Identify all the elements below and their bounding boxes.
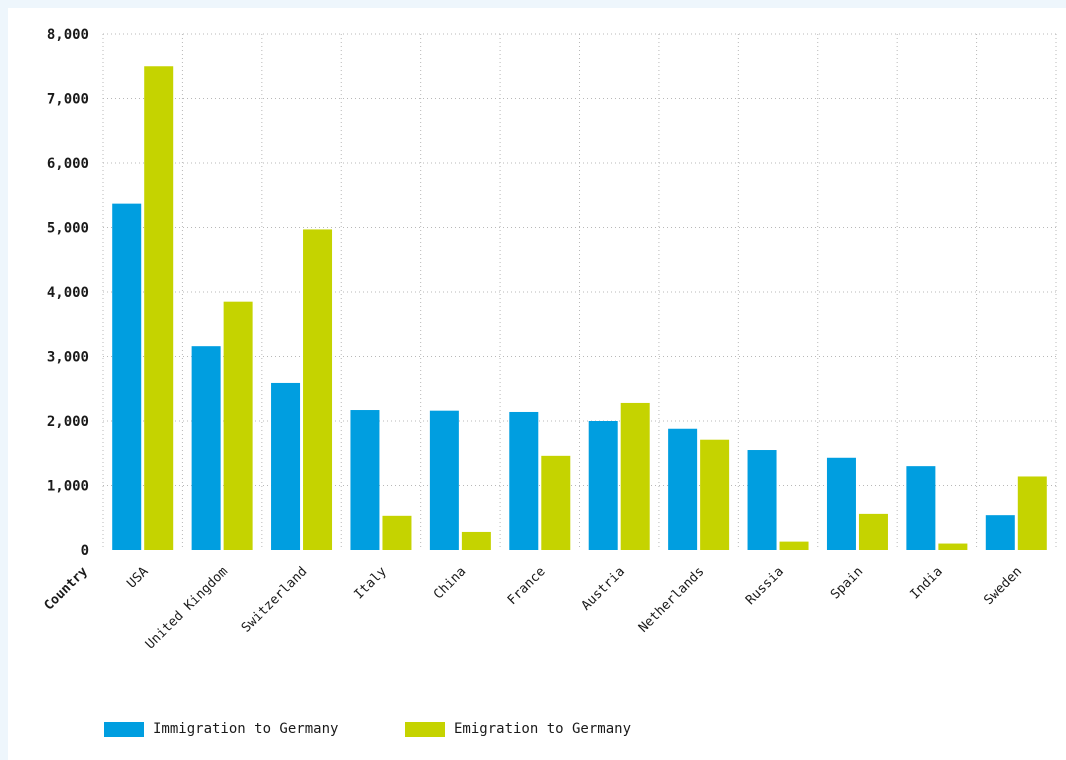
bar-emigration [461, 531, 491, 550]
y-tick-label: 0 [81, 543, 89, 559]
bar-immigration [588, 421, 618, 550]
bar-emigration [938, 543, 968, 550]
bar-chart: 0 1,000 2,000 3,000 4,000 5,000 6,000 7,000 8,00… [41, 27, 1057, 652]
legend-item-emigration: Emigration to Germany [405, 717, 631, 741]
bar-immigration [985, 515, 1015, 550]
bar-emigration [620, 402, 650, 550]
bar-emigration [858, 513, 888, 550]
bar-emigration [382, 515, 412, 550]
category-label: China [431, 564, 469, 602]
bars [112, 66, 1047, 550]
y-tick-label: 4,000 [47, 285, 89, 301]
category-label: Italy [352, 564, 390, 602]
bar-emigration [779, 541, 809, 550]
bar-emigration [541, 455, 571, 550]
y-tick-label: 3,000 [47, 350, 89, 366]
bar-immigration [668, 428, 698, 550]
x-axis-title: Country [41, 564, 90, 613]
bar-immigration [191, 346, 221, 550]
category-label: Austria [579, 564, 628, 613]
bar-immigration [906, 466, 936, 550]
category-label: Netherlands [636, 564, 707, 635]
bar-emigration [700, 439, 730, 550]
y-tick-label: 1,000 [47, 479, 89, 495]
legend-swatch-emigration [405, 721, 445, 737]
legend-swatch-immigration [104, 721, 144, 737]
y-axis-tick-labels: 0 1,000 2,000 3,000 4,000 5,000 6,000 7,000 8,00… [47, 27, 89, 559]
bar-emigration [144, 66, 174, 550]
legend-label-emigration: Emigration to Germany [454, 721, 632, 737]
y-tick-label: 7,000 [47, 92, 89, 108]
y-tick-label: 2,000 [47, 414, 89, 430]
category-label: Spain [828, 564, 866, 602]
chart-container: 0 1,000 2,000 3,000 4,000 5,000 6,000 7,000 8,00… [8, 8, 1066, 760]
bar-emigration [303, 229, 333, 550]
bar-immigration [350, 410, 380, 550]
category-label: Switzerland [239, 564, 310, 635]
category-label: Sweden [981, 564, 1025, 608]
bar-emigration [223, 301, 253, 550]
bar-immigration [429, 410, 459, 550]
category-label: USA [124, 564, 151, 591]
legend-label-immigration: Immigration to Germany [153, 721, 339, 737]
legend-item-immigration: Immigration to Germany [104, 717, 338, 741]
y-tick-label: 8,000 [47, 27, 89, 43]
bar-immigration [271, 382, 301, 550]
bar-immigration [826, 457, 856, 550]
category-label: Russia [743, 564, 787, 608]
gridlines [102, 33, 1057, 550]
category-label: United Kingdom [143, 564, 231, 652]
category-label: France [505, 564, 549, 608]
bar-immigration [112, 203, 142, 550]
bar-immigration [747, 450, 777, 550]
y-tick-label: 5,000 [47, 221, 89, 237]
y-tick-label: 6,000 [47, 156, 89, 172]
bar-emigration [1017, 476, 1047, 550]
bar-immigration [509, 411, 539, 550]
category-label: India [907, 564, 945, 602]
